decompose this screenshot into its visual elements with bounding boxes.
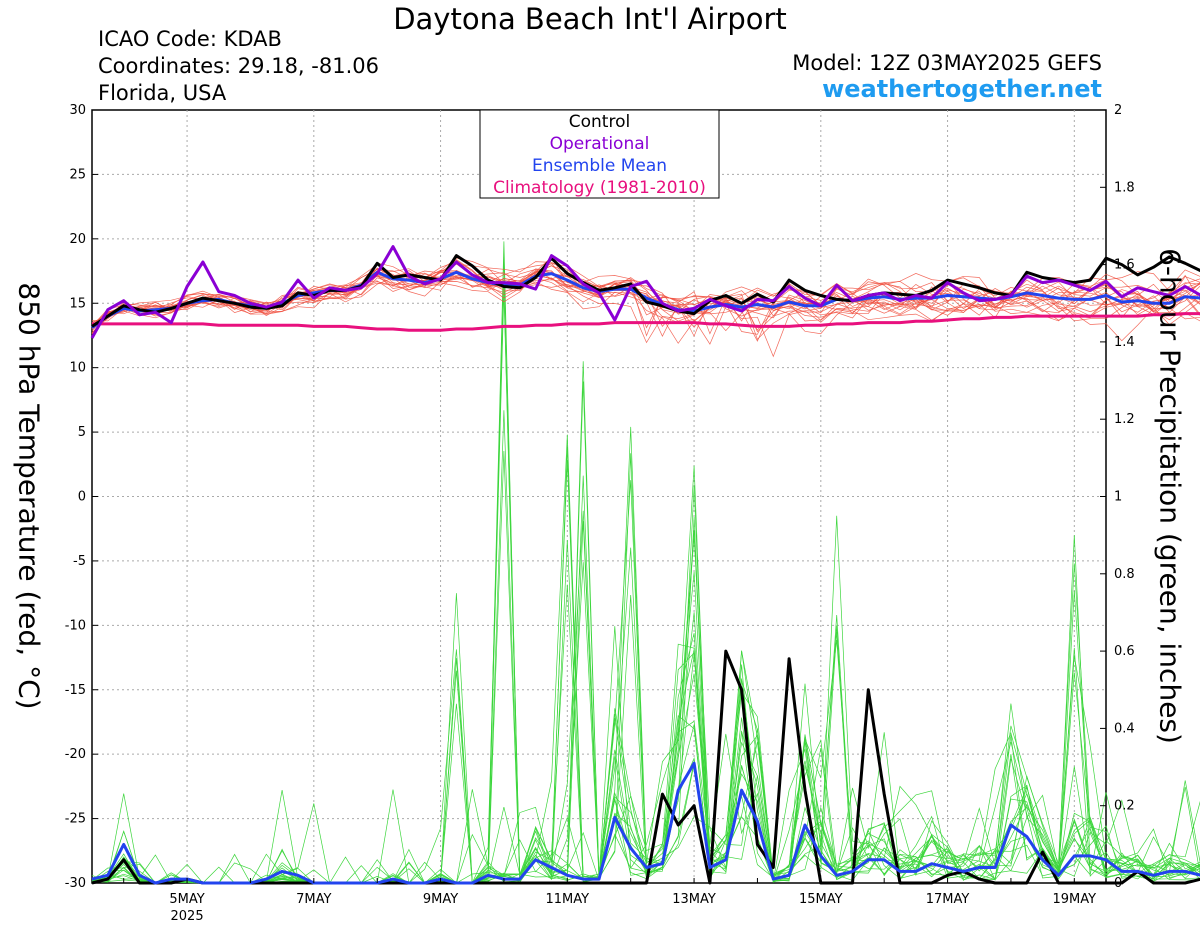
y-left-tick-label: -25 (65, 812, 86, 827)
y-left-tick-label: -15 (65, 683, 86, 698)
y-right-tick-label: 1.6 (1114, 258, 1135, 273)
y-left-tick-label: 20 (69, 232, 86, 247)
y-right-tick-label: 1.8 (1114, 180, 1135, 195)
y-right-tick-label: 2 (1114, 103, 1122, 118)
member-temp-line (91, 268, 1200, 332)
region: Florida, USA (98, 81, 227, 105)
y-right-tick-label: 1 (1114, 490, 1122, 505)
y-right-tick-label: 0.6 (1114, 644, 1135, 659)
y-right-tick-label: 0 (1114, 876, 1122, 891)
y-axis-label-right: 6-hour Precipitation (green, inches) (1153, 248, 1187, 744)
precip-ensemble-mean-line (91, 761, 1200, 885)
x-tick-label: 19MAY (1053, 892, 1097, 907)
legend-entry: Control (569, 112, 630, 132)
precip-control-line (91, 649, 1200, 885)
y-left-tick-label: 0 (78, 490, 86, 505)
y-left-tick-label: 10 (69, 361, 86, 376)
y-right-tick-label: 1.2 (1114, 412, 1135, 427)
x-tick-label: 7MAY (296, 892, 331, 907)
y-axis-label-left: 850 hPa Temperature (red, °C) (12, 282, 46, 710)
y-left-tick-label: -5 (73, 554, 86, 569)
x-year-label: 2025 (171, 909, 204, 924)
legend-entry: Ensemble Mean (532, 156, 667, 176)
temp-operational-line (90, 245, 1200, 339)
y-right-tick-label: 0.2 (1114, 799, 1135, 814)
member-temp-line (91, 259, 1200, 344)
site-link[interactable]: weathertogether.net (822, 75, 1102, 103)
icao-code: ICAO Code: KDAB (98, 27, 282, 51)
temp-control-line (91, 254, 1200, 328)
legend-entry: Operational (550, 134, 650, 154)
x-tick-label: 15MAY (799, 892, 843, 907)
y-left-tick-label: 5 (78, 425, 86, 440)
legend-box (479, 109, 720, 199)
page-title: Daytona Beach Int'l Airport (393, 2, 787, 36)
member-temp-line (91, 268, 1200, 330)
y-left-tick-label: -20 (65, 747, 86, 762)
y-right-tick-label: 0.8 (1114, 567, 1135, 582)
y-left-tick-label: 15 (69, 296, 86, 311)
x-tick-label: 17MAY (926, 892, 970, 907)
y-left-tick-label: -10 (65, 618, 86, 633)
x-tick-label: 11MAY (546, 892, 590, 907)
series-lines (90, 245, 1200, 885)
member-precip-line (91, 453, 1200, 884)
temp-climatology--line (92, 312, 1200, 332)
y-left-tick-label: -30 (65, 876, 86, 891)
y-left-tick-label: 30 (69, 103, 86, 118)
coordinates: Coordinates: 29.18, -81.06 (98, 54, 379, 78)
x-tick-label: 13MAY (672, 892, 716, 907)
model-run: Model: 12Z 03MAY2025 GEFS (792, 51, 1102, 75)
y-right-tick-label: 1.4 (1114, 335, 1135, 350)
x-tick-label: 9MAY (423, 892, 458, 907)
x-tick-label: 5MAY (169, 892, 204, 907)
member-precip-line (91, 594, 1200, 884)
legend-entry: Climatology (1981-2010) (493, 178, 706, 198)
axis-ticks: 302520151050-5-10-15-20-25-3021.81.61.41… (65, 103, 1135, 924)
y-left-tick-label: 25 (69, 167, 86, 182)
y-right-tick-label: 0.4 (1114, 721, 1135, 736)
